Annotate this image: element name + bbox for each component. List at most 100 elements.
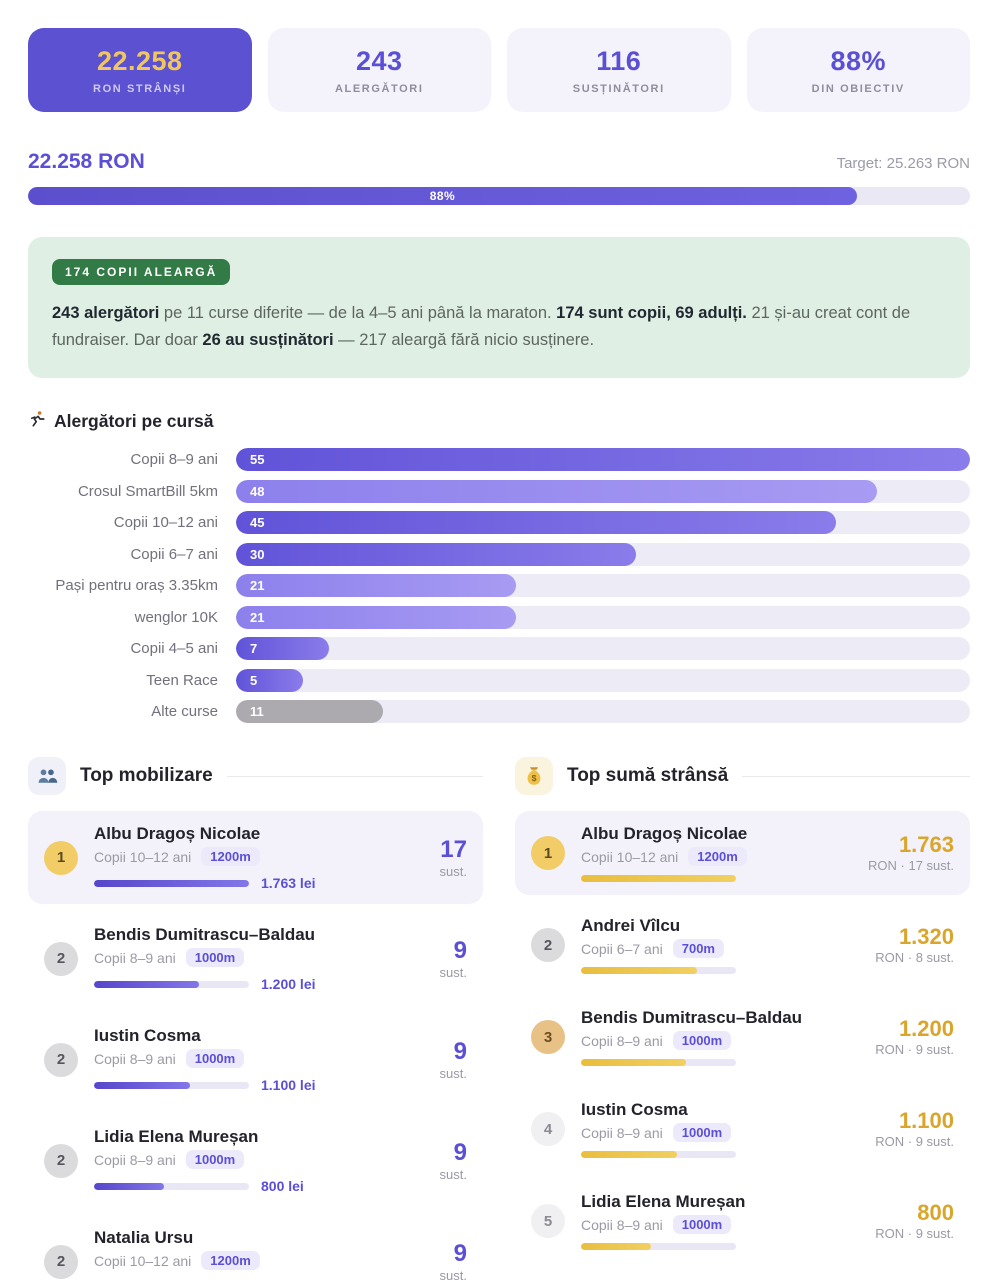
leaderboard-item[interactable]: 2 Bendis Dumitrascu–Baldau Copii 8–9 ani… (28, 912, 483, 1005)
bar-track: 48 (236, 479, 970, 503)
item-metric: 1.763 RON · 17 sust. (868, 833, 954, 873)
item-body: Lidia Elena Mureșan Copii 8–9 ani 1000m … (94, 1127, 430, 1194)
amount-raised: 1.200 (898, 1016, 954, 1042)
board-header: $ Top sumă strânsă (515, 757, 970, 796)
board-items: 1 Albu Dragoș Nicolae Copii 10–12 ani 12… (28, 811, 483, 1280)
bar-fill: 21 (236, 574, 517, 598)
leaderboard-item[interactable]: 2 Natalia Ursu Copii 10–12 ani 1200m 600… (28, 1215, 483, 1280)
race-category: Copii 8–9 ani (581, 1124, 663, 1141)
amount-bar-track (94, 980, 249, 988)
amount-raised: 1.320 (898, 924, 954, 950)
target-amount: Target: 25.263 RON (836, 155, 970, 172)
item-metric: 9 sust. (440, 1241, 467, 1280)
board-header: Top mobilizare (28, 757, 483, 796)
leaderboard-item[interactable]: 3 Bendis Dumitrascu–Baldau Copii 8–9 ani… (515, 995, 970, 1079)
supporters-unit: sust. (439, 1066, 467, 1082)
amount-label: 800 lei (261, 1178, 304, 1195)
chart-row: Copii 8–9 ani 55 (28, 448, 970, 472)
board-mobilizare: Top mobilizare 1 Albu Dragoș Nicolae Cop… (28, 757, 483, 1280)
item-metric: 800 RON · 9 sust. (875, 1201, 954, 1241)
supporters-unit: sust. (439, 1167, 467, 1183)
bar-value: 30 (250, 546, 265, 562)
rank-badge: 1 (44, 840, 78, 875)
bar-fill: 30 (236, 542, 637, 566)
leaderboard-item[interactable]: 1 Albu Dragoș Nicolae Copii 10–12 ani 12… (28, 811, 483, 905)
rank-badge: 2 (531, 928, 565, 963)
amount-bar-track (581, 1151, 736, 1159)
stat-label: DIN OBIECTIV (811, 82, 905, 95)
stat-label: SUSȚINĂTORI (572, 82, 665, 95)
runner-name: Lidia Elena Mureșan (94, 1127, 259, 1147)
runner-name: Albu Dragoș Nicolae (94, 824, 261, 844)
rank-badge: 1 (531, 836, 565, 871)
amount-detail: RON · 9 sust. (875, 1226, 954, 1242)
amount-detail: RON · 17 sust. (868, 858, 954, 874)
distance-badge: 1000m (672, 1123, 732, 1143)
chart-title-row: Alergători pe cursă (28, 410, 970, 433)
item-metric: 1.100 RON · 9 sust. (875, 1109, 954, 1149)
amount-bar-fill (94, 980, 200, 988)
race-category: Copii 8–9 ani (581, 1216, 663, 1233)
amount-bar-fill (581, 875, 736, 883)
leaderboard-item[interactable]: 2 Lidia Elena Mureșan Copii 8–9 ani 1000… (28, 1114, 483, 1207)
supporters-unit: sust. (439, 864, 467, 880)
leaderboard-item[interactable]: 1 Albu Dragoș Nicolae Copii 10–12 ani 12… (515, 811, 970, 896)
bar-label: Copii 6–7 ani (130, 545, 218, 563)
amount-bar-fill (94, 1081, 191, 1089)
runner-name: Bendis Dumitrascu–Baldau (581, 1008, 803, 1028)
race-category: Copii 10–12 ani (581, 848, 679, 865)
fundraising-progress-bar: 88% (28, 187, 970, 205)
bar-fill: 5 (236, 668, 303, 692)
rank-badge: 5 (531, 1204, 565, 1239)
stat-card-din-obiectiv[interactable]: 88% DIN OBIECTIV (746, 28, 970, 112)
leaderboard-item[interactable]: 5 Lidia Elena Mureșan Copii 8–9 ani 1000… (515, 1179, 970, 1263)
bar-fill: 11 (236, 700, 383, 724)
amount-label: 1.100 lei (261, 1077, 316, 1094)
amount-detail: RON · 9 sust. (875, 1134, 954, 1150)
amount-bar-fill (581, 1243, 651, 1251)
chart-row: Teen Race 5 (28, 668, 970, 692)
chart-title: Alergători pe cursă (54, 411, 214, 432)
distance-badge: 1000m (185, 1049, 245, 1069)
runner-name: Albu Dragoș Nicolae (581, 824, 748, 844)
bar-label: Crosul SmartBill 5km (77, 482, 218, 500)
bar-label: Copii 4–5 ani (130, 640, 218, 658)
leaderboard-item[interactable]: 4 Iustin Cosma Copii 8–9 ani 1000m 1.100 (515, 1087, 970, 1171)
progress-percent-label: 88% (429, 189, 456, 203)
item-body: Albu Dragoș Nicolae Copii 10–12 ani 1200… (581, 824, 858, 883)
chart-row: wenglor 10K 21 (28, 605, 970, 629)
supporters-unit: sust. (439, 1268, 467, 1280)
insight-segment: pe 11 curse diferite — de la 4–5 ani pân… (159, 304, 557, 322)
bar-label: Alte curse (151, 703, 218, 721)
bar-fill: 48 (236, 479, 877, 503)
bar-value: 7 (250, 641, 258, 657)
stat-card-alergatori[interactable]: 243 ALERGĂTORI (267, 28, 491, 112)
stat-card-sustinatori[interactable]: 116 SUSȚINĂTORI (507, 28, 731, 112)
leaderboard-item[interactable]: 2 Andrei Vîlcu Copii 6–7 ani 700m 1.320 (515, 903, 970, 987)
supporters-count: 17 (440, 835, 467, 863)
runner-name: Andrei Vîlcu (581, 916, 681, 936)
runner-name: Iustin Cosma (581, 1100, 688, 1120)
supporters-count: 9 (453, 1239, 467, 1267)
amount-detail: RON · 8 sust. (875, 950, 954, 966)
runner-name: Iustin Cosma (94, 1026, 201, 1046)
bar-track: 45 (236, 511, 970, 535)
amount-raised: 1.763 (898, 832, 954, 858)
stat-card-ron-stransi[interactable]: 22.258 RON STRÂNȘI (28, 28, 252, 112)
insight-text: 243 alergători pe 11 curse diferite — de… (52, 300, 946, 354)
bar-value: 5 (250, 672, 258, 688)
amount-detail: RON · 9 sust. (875, 1042, 954, 1058)
divider (742, 775, 970, 777)
stat-label: RON STRÂNȘI (93, 82, 187, 95)
bar-label: wenglor 10K (134, 608, 218, 626)
stat-value: 22.258 (96, 45, 183, 76)
amount-bar-fill (581, 1151, 678, 1159)
stat-value: 243 (355, 45, 403, 76)
rank-badge: 3 (531, 1020, 565, 1055)
money-bag-icon: $ (515, 757, 553, 796)
distance-badge: 700m (672, 939, 724, 959)
bar-label: Teen Race (146, 671, 218, 689)
leaderboard-item[interactable]: 2 Iustin Cosma Copii 8–9 ani 1000m 1.100… (28, 1013, 483, 1106)
amount-bar-fill (94, 879, 249, 887)
